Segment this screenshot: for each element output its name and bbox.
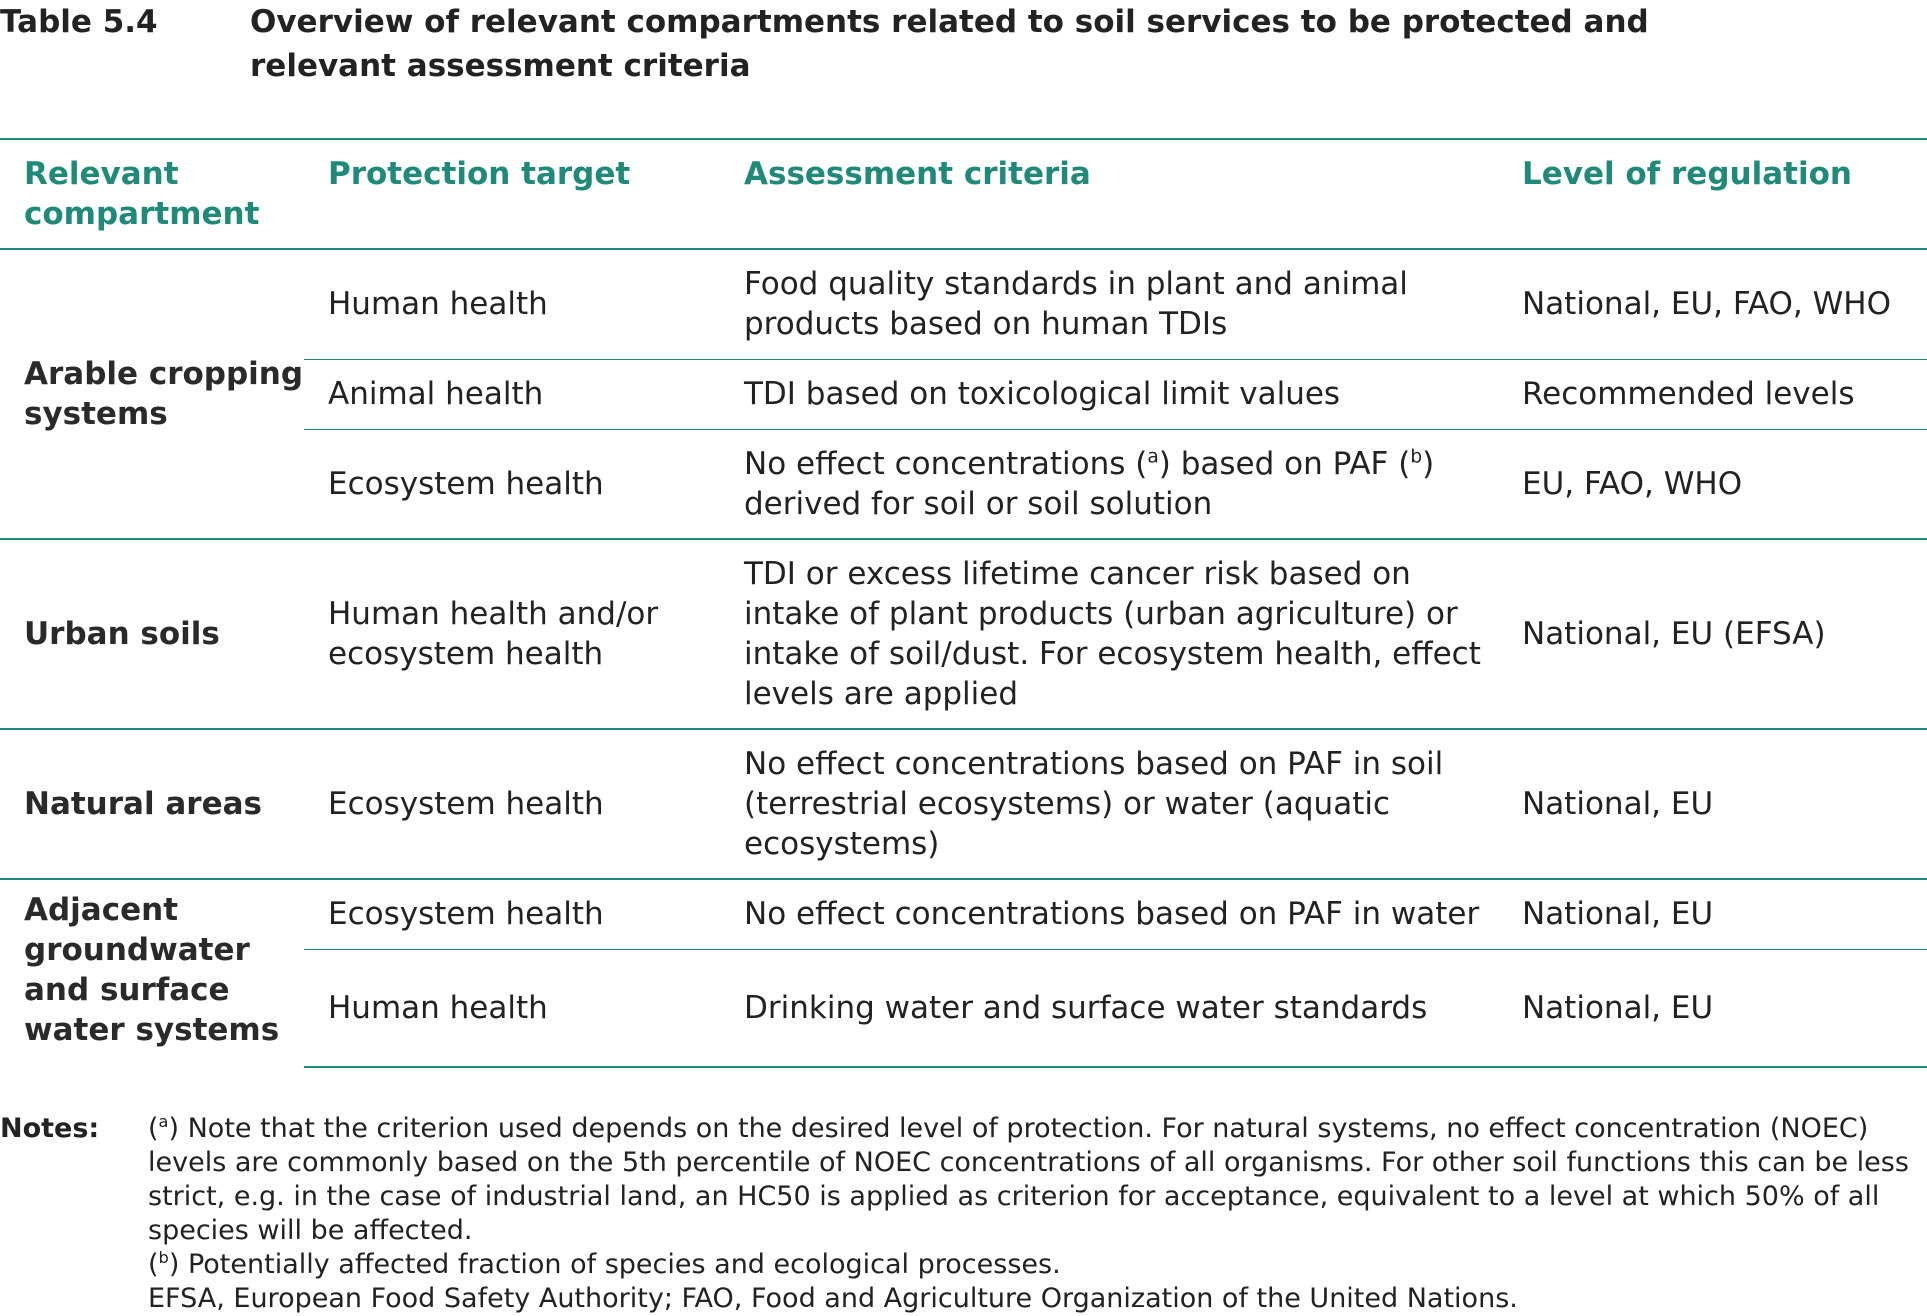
- note-a-text: Note that the criterion used depends on …: [148, 1113, 1909, 1246]
- table-row: Adjacent groundwater and surface water s…: [0, 878, 1927, 1067]
- note-paren: (: [148, 1113, 159, 1144]
- criteria-text: ) derived for soil or soil solution: [744, 445, 1435, 522]
- criteria-cell: Food quality standards in plant and anim…: [720, 248, 1498, 359]
- target-cell: Ecosystem health: [304, 428, 720, 539]
- note-paren: (: [148, 1249, 159, 1280]
- note-a: (a) Note that the criterion used depends…: [148, 1112, 1927, 1248]
- table-notes: Notes: (a) Note that the criterion used …: [0, 1112, 1927, 1316]
- level-cell: National, EU: [1498, 948, 1927, 1068]
- criteria-cell: No effect concentrations based on PAF in…: [720, 878, 1498, 949]
- target-cell: Human health: [304, 248, 720, 359]
- header-level-of-regulation: Level of regulation: [1498, 138, 1927, 249]
- target-cell: Ecosystem health: [304, 728, 720, 879]
- criteria-cell: TDI or excess lifetime cancer risk based…: [720, 538, 1498, 729]
- footnote-ref-b: b: [1410, 446, 1423, 468]
- criteria-cell: No effect concentrations (a) based on PA…: [720, 428, 1498, 539]
- notes-label: Notes:: [0, 1113, 100, 1144]
- criteria-cell: TDI based on toxicological limit values: [720, 358, 1498, 429]
- level-cell: Recommended levels: [1498, 358, 1927, 429]
- table-caption: Table 5.4 Overview of relevant compartme…: [0, 0, 1900, 88]
- footnote-ref-a: a: [1147, 446, 1159, 468]
- target-cell: Ecosystem health: [304, 878, 720, 949]
- header-compartment: Relevant compartment: [0, 138, 304, 249]
- table-row: Arable cropping systems Human health Foo…: [0, 248, 1927, 539]
- compartments-table: Relevant compartment Protection target A…: [0, 138, 1927, 1068]
- note-b-text: Potentially affected fraction of species…: [179, 1249, 1061, 1280]
- header-protection-target: Protection target: [304, 138, 720, 249]
- target-cell: Animal health: [304, 358, 720, 429]
- table-title: Overview of relevant compartments relate…: [250, 4, 1649, 84]
- level-cell: National, EU (EFSA): [1498, 538, 1927, 729]
- table-row: Natural areas Ecosystem health No effect…: [0, 728, 1927, 879]
- criteria-text: ) based on PAF (: [1158, 445, 1411, 482]
- table-row: Animal health TDI based on toxicological…: [0, 358, 1927, 429]
- abbreviations-note: EFSA, European Food Safety Authority; FA…: [148, 1283, 1518, 1314]
- table-header-row: Relevant compartment Protection target A…: [0, 138, 1927, 249]
- note-a-marker: a: [158, 1112, 169, 1131]
- compartment-cell: Urban soils: [0, 538, 304, 729]
- level-cell: National, EU, FAO, WHO: [1498, 248, 1927, 359]
- level-cell: National, EU: [1498, 878, 1927, 949]
- target-cell: Human health and/or ecosystem health: [304, 538, 720, 729]
- table-row: Urban soils Human health and/or ecosyste…: [0, 538, 1927, 729]
- note-paren: ): [168, 1249, 180, 1280]
- criteria-cell: No effect concentrations based on PAF in…: [720, 728, 1498, 879]
- note-b-marker: b: [158, 1248, 169, 1267]
- note-paren: ): [168, 1113, 180, 1144]
- table-number: Table 5.4: [0, 4, 158, 40]
- notes-body: (a) Note that the criterion used depends…: [148, 1112, 1927, 1316]
- table-row: Human health Drinking water and surface …: [0, 948, 1927, 1068]
- level-cell: EU, FAO, WHO: [1498, 428, 1927, 539]
- compartment-cell: Arable cropping systems: [0, 248, 304, 539]
- note-b: (b) Potentially affected fraction of spe…: [148, 1248, 1927, 1282]
- compartment-cell: Adjacent groundwater and surface water s…: [0, 878, 304, 1067]
- criteria-cell: Drinking water and surface water standar…: [720, 948, 1498, 1068]
- target-cell: Human health: [304, 948, 720, 1068]
- header-assessment-criteria: Assessment criteria: [720, 138, 1498, 249]
- compartment-cell: Natural areas: [0, 728, 304, 879]
- table-row: Ecosystem health No effect concentration…: [0, 428, 1927, 539]
- level-cell: National, EU: [1498, 728, 1927, 879]
- criteria-text: No effect concentrations (: [744, 445, 1148, 482]
